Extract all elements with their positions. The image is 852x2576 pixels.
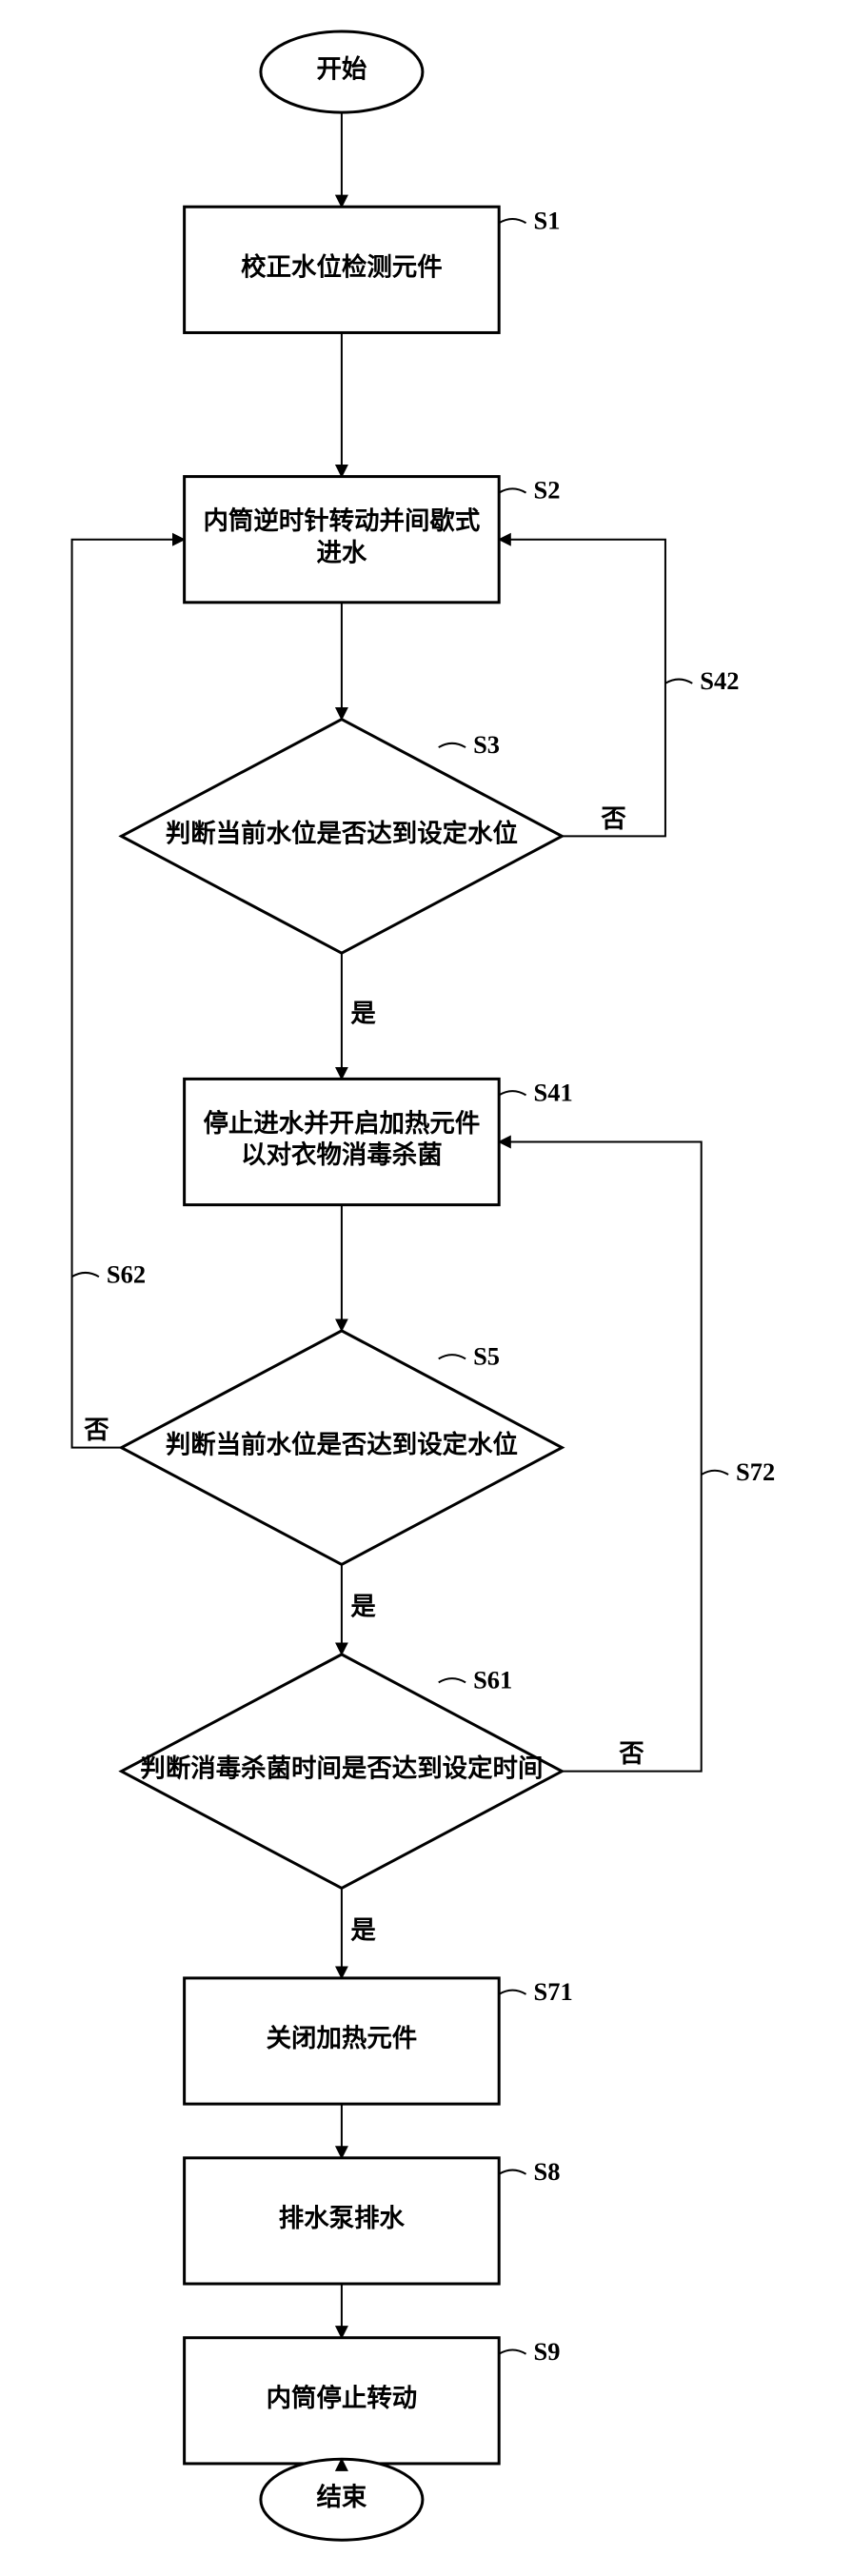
s2-step-tick: [499, 488, 525, 492]
edge-s42-loop: [499, 540, 665, 837]
s61-yes-label: 是: [350, 1916, 376, 1945]
svg-text:内筒逆时针转动并间歇式: 内筒逆时针转动并间歇式: [203, 506, 480, 535]
s61-step-tick: [439, 1678, 466, 1682]
svg-text:结束: 结束: [316, 2483, 367, 2511]
svg-text:内筒停止转动: 内筒停止转动: [267, 2384, 418, 2412]
s42-tick: [665, 680, 692, 684]
s42-label: S42: [700, 666, 739, 695]
s41-step-label: S41: [534, 1078, 573, 1106]
s72-tick: [702, 1471, 728, 1475]
s3-step-label: S3: [473, 730, 500, 759]
s41-step-tick: [499, 1091, 525, 1095]
s1-step-tick: [499, 219, 525, 223]
s3-no-label: 否: [601, 804, 626, 833]
s3-step-tick: [439, 743, 466, 747]
s5-yes-label: 是: [350, 1593, 376, 1621]
s3-yes-label: 是: [350, 999, 376, 1027]
s2-step-label: S2: [534, 476, 561, 505]
s5-no-label: 否: [84, 1416, 109, 1444]
svg-text:关闭加热元件: 关闭加热元件: [267, 2024, 418, 2052]
svg-text:判断消毒杀菌时间是否达到设定时间: 判断消毒杀菌时间是否达到设定时间: [140, 1754, 543, 1783]
svg-text:判断当前水位是否达到设定水位: 判断当前水位是否达到设定水位: [166, 1431, 518, 1459]
s9-step-label: S9: [534, 2337, 561, 2366]
s71-step-label: S71: [534, 1977, 573, 2006]
svg-text:排水泵排水: 排水泵排水: [279, 2204, 406, 2232]
s71-step-tick: [499, 1991, 525, 1994]
svg-text:开始: 开始: [316, 55, 367, 84]
s1-step-label: S1: [534, 206, 561, 234]
s9-step-tick: [499, 2349, 525, 2353]
svg-text:判断当前水位是否达到设定水位: 判断当前水位是否达到设定水位: [166, 819, 518, 847]
s62-tick: [72, 1273, 99, 1277]
svg-text:以对衣物消毒杀菌: 以对衣物消毒杀菌: [241, 1140, 443, 1169]
s5-step-tick: [439, 1355, 466, 1358]
svg-text:校正水位检测元件: 校正水位检测元件: [241, 252, 443, 281]
s8-step-label: S8: [534, 2157, 561, 2186]
s72-label: S72: [736, 1457, 775, 1486]
s5-step-label: S5: [473, 1341, 500, 1370]
s62-label: S62: [107, 1259, 146, 1288]
svg-text:停止进水并开启加热元件: 停止进水并开启加热元件: [203, 1109, 480, 1138]
svg-text:进水: 进水: [316, 538, 367, 566]
s61-no-label: 否: [619, 1739, 644, 1768]
s8-step-tick: [499, 2170, 525, 2174]
s61-step-label: S61: [473, 1665, 512, 1694]
edge-s62-loop: [72, 540, 185, 1448]
